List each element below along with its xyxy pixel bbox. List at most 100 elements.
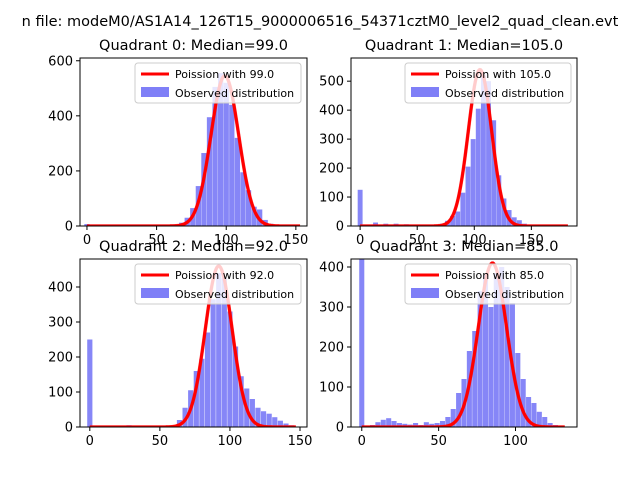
poisson-curve xyxy=(360,68,568,226)
poisson-curve xyxy=(361,261,565,427)
y-tick-label: 300 xyxy=(48,316,73,331)
plot-area xyxy=(359,259,565,427)
x-tick-label: 0 xyxy=(86,434,94,449)
histogram-bar xyxy=(386,418,392,427)
histogram-bar xyxy=(396,423,402,427)
axes-frame xyxy=(79,57,308,227)
histogram-bar xyxy=(434,423,440,427)
histogram-bar xyxy=(450,215,456,226)
x-tick-label: 150 xyxy=(288,434,313,449)
y-tick-label: 0 xyxy=(336,220,344,235)
histogram-bar xyxy=(477,291,483,427)
histogram-bar xyxy=(516,220,522,226)
histogram-bar xyxy=(210,299,216,427)
legend-label-poisson: Poission with 99.0 xyxy=(175,68,274,81)
axes-frame xyxy=(350,258,578,428)
legend-bar-swatch xyxy=(141,87,169,97)
histogram-bar xyxy=(87,339,93,427)
legend: Poission with 105.0 Observed distribution xyxy=(404,62,572,104)
histogram-bar xyxy=(475,108,481,226)
histogram-bar xyxy=(223,82,229,226)
histogram-bar xyxy=(470,139,476,226)
y-tick-label: 600 xyxy=(48,54,73,69)
histogram-bar xyxy=(201,153,207,226)
histogram-bar xyxy=(455,211,461,226)
x-tick-label: 50 xyxy=(409,233,426,248)
y-tick-label: 200 xyxy=(48,351,73,366)
legend-label-observed: Observed distribution xyxy=(445,87,564,100)
legend-label-poisson: Poission with 85.0 xyxy=(445,269,544,282)
histogram-bar xyxy=(547,423,553,427)
legend-bar-swatch xyxy=(411,288,439,298)
histogram-bar xyxy=(491,120,497,226)
y-tick-label: 300 xyxy=(319,301,344,316)
legend-bar-swatch xyxy=(141,288,169,298)
histogram-bar xyxy=(465,166,471,226)
histogram-bar xyxy=(423,422,429,427)
y-tick-label: 400 xyxy=(319,261,344,276)
y-tick-label: 0 xyxy=(65,421,73,436)
histogram-bar xyxy=(221,278,227,427)
histogram-bar xyxy=(536,411,542,427)
histogram-bar xyxy=(380,419,386,427)
histogram-bar xyxy=(199,358,205,427)
histogram-bar xyxy=(472,331,478,427)
histogram-bar xyxy=(450,409,456,427)
histogram-bar xyxy=(266,413,272,427)
histogram-bar xyxy=(227,311,233,427)
y-tick-label: 200 xyxy=(319,162,344,177)
legend-label-observed: Observed distribution xyxy=(445,288,564,301)
x-tick-label: 100 xyxy=(462,233,487,248)
histogram-bar xyxy=(480,75,486,226)
x-tick-label: 50 xyxy=(148,233,165,248)
poisson-curve xyxy=(86,74,301,226)
x-tick-label: 100 xyxy=(218,434,243,449)
histogram-bar xyxy=(526,397,532,427)
x-tick-label: 0 xyxy=(358,434,366,449)
x-tick-label: 150 xyxy=(519,233,544,248)
y-tick-label: 500 xyxy=(319,75,344,90)
histogram-bar xyxy=(204,332,211,427)
histogram-bar xyxy=(255,407,261,427)
histogram-bar xyxy=(460,192,466,226)
histogram-bar xyxy=(359,259,365,427)
histogram-bar xyxy=(251,206,257,226)
legend: Poission with 99.0 Observed distribution xyxy=(134,62,302,104)
histogram-bar xyxy=(531,403,537,427)
histogram-bar xyxy=(193,371,199,427)
x-tick-label: 150 xyxy=(283,233,308,248)
y-tick-label: 400 xyxy=(319,104,344,119)
histogram-bar xyxy=(542,417,548,427)
histogram-bar xyxy=(496,175,502,226)
legend-box xyxy=(404,62,572,104)
histogram-bar xyxy=(520,379,526,427)
histogram-bar xyxy=(499,267,505,427)
subplot-title: Quadrant 0: Median=99.0 xyxy=(99,38,288,54)
y-tick-label: 200 xyxy=(48,164,73,179)
histogram-bar xyxy=(229,104,235,226)
y-tick-label: 300 xyxy=(319,133,344,148)
legend-label-poisson: Poission with 105.0 xyxy=(445,68,551,81)
subplot-title: Quadrant 3: Median=85.0 xyxy=(370,239,559,255)
histogram-bar xyxy=(493,273,499,427)
histogram-bar xyxy=(375,422,381,427)
histogram-bar xyxy=(504,287,510,427)
subplot-quadrant-2: 0 50 100 150 0 100 200 300 400 Quadrant 2: Median… xyxy=(48,239,312,449)
histogram-bar xyxy=(249,399,255,427)
y-tick-label: 200 xyxy=(319,341,344,356)
histogram-bar xyxy=(240,172,246,226)
histogram-bar xyxy=(486,81,491,226)
plot-area xyxy=(84,73,301,226)
histogram-bar xyxy=(260,411,267,427)
legend-box xyxy=(134,62,302,104)
x-tick-label: 100 xyxy=(503,434,528,449)
figure-suptitle: n file: modeM0/AS1A14_126T15_9000006516_… xyxy=(22,14,619,30)
y-tick-label: 100 xyxy=(319,381,344,396)
histogram-bar xyxy=(445,417,451,427)
subplot-quadrant-3: 0 50 100 0 100 200 300 400 Quadrant 3: Median=85… xyxy=(319,239,578,449)
axes-frame xyxy=(350,57,578,227)
x-tick-label: 50 xyxy=(152,434,169,449)
x-tick-label: 100 xyxy=(214,233,239,248)
histogram-bar xyxy=(206,117,213,226)
